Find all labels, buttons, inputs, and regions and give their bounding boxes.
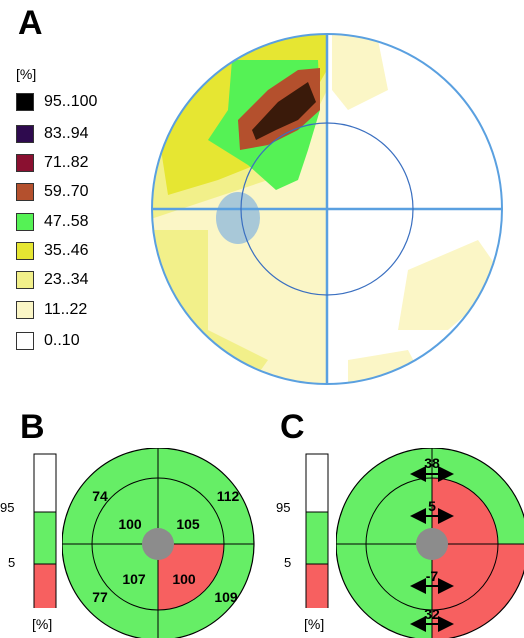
sector-value: 32 <box>424 606 440 622</box>
panel-b-scale-label-top: 95 <box>0 500 15 515</box>
sector-value: 105 <box>176 516 200 532</box>
legend-item: 83..94 <box>16 124 88 144</box>
sector-value: -7 <box>426 568 439 584</box>
legend-swatch <box>16 301 34 319</box>
legend-label: 95..100 <box>44 93 98 110</box>
legend-label: 47..58 <box>44 213 89 230</box>
panel-a-letter: A <box>18 4 43 42</box>
panel-b-unit: [%] <box>32 616 53 632</box>
sector-value: 5 <box>428 498 436 514</box>
legend-label: 0..10 <box>44 332 80 349</box>
legend-label: 11..22 <box>44 301 88 318</box>
legend-item: 11..22 <box>16 300 87 320</box>
abnormal-sector <box>158 544 224 610</box>
panel-b-letter: B <box>20 408 45 446</box>
legend-label: 59..70 <box>44 183 89 200</box>
panel-c-unit: [%] <box>304 616 325 632</box>
outer-ring <box>151 33 503 385</box>
legend-item: 23..34 <box>16 270 88 290</box>
sector-value: 100 <box>118 516 142 532</box>
panel-c-letter: C <box>280 408 305 446</box>
legend-item: 47..58 <box>16 212 88 232</box>
panel-c-scale-label-top: 95 <box>276 500 291 515</box>
legend-item: 71..82 <box>16 153 88 173</box>
legend-swatch <box>16 183 34 201</box>
legend-label: 71..82 <box>44 154 89 171</box>
sector-value: 112 <box>217 488 240 504</box>
legend-swatch <box>16 154 34 172</box>
panel-c-scale <box>305 453 329 608</box>
sector-value: 107 <box>122 571 146 587</box>
blind-spot <box>216 192 260 244</box>
panel-c-sector-map: 38 5 -7 32 <box>336 448 524 638</box>
sector-value: 77 <box>92 589 108 605</box>
legend-swatch <box>16 271 34 289</box>
sector-value: 100 <box>172 571 196 587</box>
center-disc <box>142 528 174 560</box>
legend-swatch <box>16 93 34 111</box>
legend-item: 35..46 <box>16 241 88 261</box>
sector-value: 109 <box>214 589 238 605</box>
legend-label: 23..34 <box>44 271 89 288</box>
legend-item: 0..10 <box>16 331 80 351</box>
legend-swatch <box>16 213 34 231</box>
legend-swatch <box>16 242 34 260</box>
legend-item: 95..100 <box>16 92 97 112</box>
legend-swatch <box>16 332 34 350</box>
visual-field-map <box>151 33 503 385</box>
panel-c-scale-label-bottom: 5 <box>284 555 292 570</box>
panel-b-scale-label-bottom: 5 <box>8 555 16 570</box>
legend-swatch <box>16 125 34 143</box>
sector-value: 74 <box>92 488 108 504</box>
sector-value: 38 <box>424 455 440 471</box>
legend-item: 59..70 <box>16 182 88 202</box>
panel-b-sector-map: 74 112 100 105 107 100 77 109 <box>62 448 255 638</box>
inner-ring <box>240 122 414 296</box>
panel-a-unit: [%] <box>16 66 37 82</box>
legend-label: 83..94 <box>44 125 89 142</box>
panel-b-scale <box>33 453 57 608</box>
legend-label: 35..46 <box>44 242 89 259</box>
center-disc <box>416 528 448 560</box>
